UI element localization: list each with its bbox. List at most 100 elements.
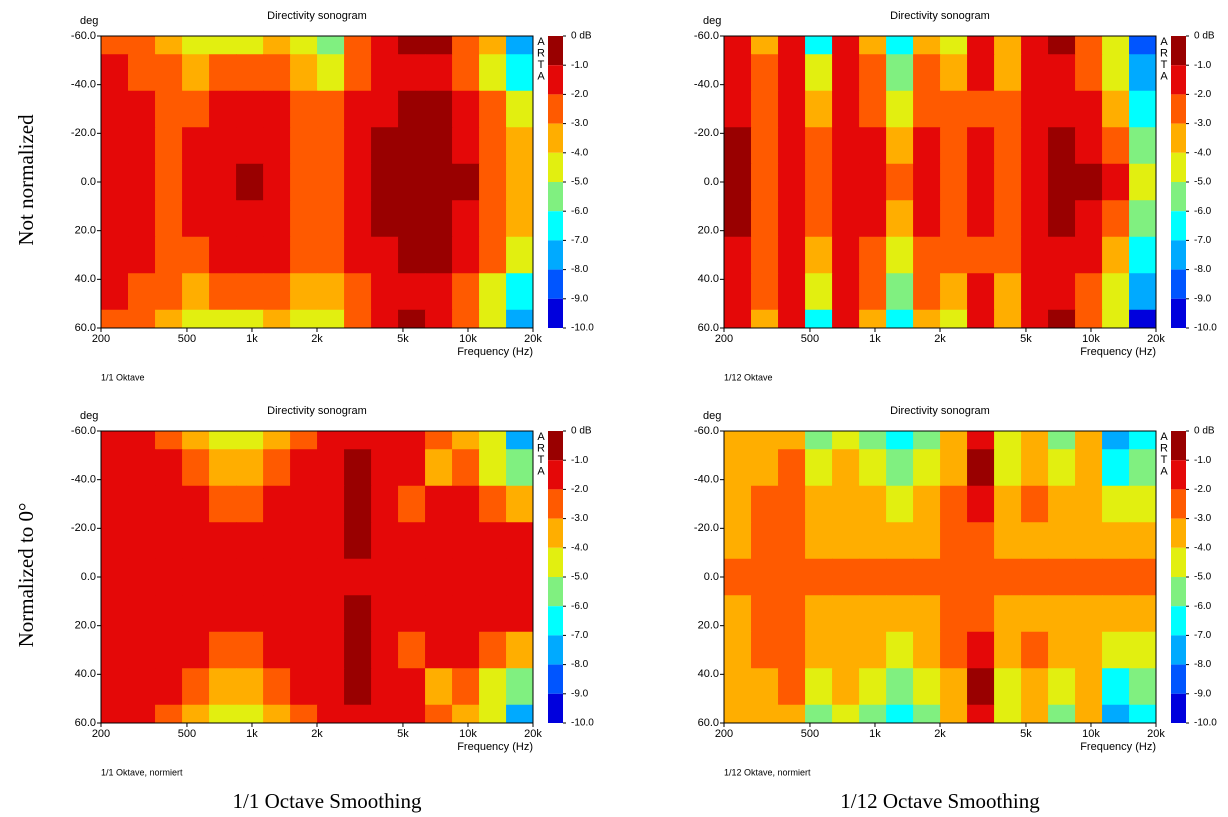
colorbar-label: -4.0 <box>571 147 589 158</box>
heatmap-cell <box>886 668 914 706</box>
heatmap-cell <box>236 54 264 92</box>
heatmap-cell <box>128 200 156 238</box>
brand-letter: A <box>1160 431 1168 443</box>
heatmap-cell <box>859 485 887 523</box>
x-tick-label: 1k <box>246 333 258 345</box>
colorbar-swatch <box>548 240 563 270</box>
heatmap-cell <box>994 449 1022 487</box>
colorbar-swatch <box>548 65 563 95</box>
colorbar-swatch <box>548 298 563 328</box>
heatmap-cell <box>155 522 183 560</box>
heatmap-cell <box>452 36 480 55</box>
heatmap-cell <box>1102 36 1130 55</box>
heatmap-cell <box>290 236 318 274</box>
heatmap-cell <box>913 127 941 165</box>
heatmap-cell <box>506 90 534 128</box>
heatmap-cell <box>805 273 833 311</box>
heatmap-cell <box>371 54 399 92</box>
colorbar-swatch <box>1171 518 1186 548</box>
heatmap-cell <box>724 90 752 128</box>
heatmap-cell <box>724 631 752 669</box>
heatmap-cell <box>805 309 833 329</box>
note: 1/12 Oktave, normiert <box>724 767 811 777</box>
heatmap-cell <box>236 522 264 560</box>
heatmap-cell <box>452 558 480 596</box>
heatmap-cell <box>778 485 806 523</box>
brand-letter: A <box>1160 465 1168 477</box>
heatmap-cell <box>506 36 534 55</box>
heatmap-cell <box>506 558 534 596</box>
heatmap-cell <box>1048 704 1076 724</box>
heatmap-cell <box>940 668 968 706</box>
heatmap-cell <box>994 485 1022 523</box>
heatmap-cell <box>506 54 534 92</box>
heatmap-cell <box>182 449 210 487</box>
colorbar-label: -6.0 <box>1194 601 1212 612</box>
column-label: 1/12 Octave Smoothing <box>840 789 1040 813</box>
heatmap-cell <box>778 449 806 487</box>
heatmap-cell <box>1021 668 1049 706</box>
heatmap-cell <box>371 163 399 201</box>
heatmap-cell <box>317 631 345 669</box>
heatmap-cell <box>425 558 453 596</box>
y-tick-label: 20.0 <box>698 620 719 632</box>
y-tick-label: -60.0 <box>694 30 719 42</box>
heatmap-cell <box>805 236 833 274</box>
heatmap-cell <box>805 431 833 450</box>
heatmap-cell <box>128 273 156 311</box>
chart-title: Directivity sonogram <box>267 10 367 22</box>
heatmap-cell <box>290 36 318 55</box>
heatmap-cell <box>425 127 453 165</box>
heatmap-cell <box>263 163 291 201</box>
heatmap-cell <box>398 668 426 706</box>
heatmap-cell <box>128 127 156 165</box>
heatmap-cell <box>832 558 860 596</box>
y-tick-label: 20.0 <box>75 620 96 632</box>
heatmap-cell <box>994 668 1022 706</box>
heatmap-cell <box>994 431 1022 450</box>
heatmap-cell <box>290 90 318 128</box>
colorbar-label: 0 dB <box>571 426 592 437</box>
heatmap-cell <box>913 236 941 274</box>
heatmap-cell <box>1021 273 1049 311</box>
colorbar-swatch <box>548 693 563 723</box>
heatmap-cell <box>128 668 156 706</box>
heatmap-cell <box>263 54 291 92</box>
heatmap-cell <box>344 431 372 450</box>
heatmap-cell <box>1021 595 1049 633</box>
heatmap-cell <box>1021 54 1049 92</box>
colorbar-swatch <box>1171 489 1186 519</box>
heatmap-cell <box>751 236 779 274</box>
x-tick-label: 200 <box>92 333 110 345</box>
heatmap-cell <box>398 236 426 274</box>
heatmap-cell <box>182 595 210 633</box>
heatmap-cell <box>859 127 887 165</box>
heatmap-cell <box>263 522 291 560</box>
heatmap-cell <box>751 127 779 165</box>
colorbar-swatch <box>1171 431 1186 461</box>
heatmap-cell <box>940 309 968 329</box>
heatmap-cell <box>425 273 453 311</box>
heatmap-cell <box>101 704 129 724</box>
heatmap-cell <box>886 36 914 55</box>
heatmap-cell <box>344 668 372 706</box>
note: 1/1 Oktave, normiert <box>101 767 183 777</box>
x-axis-label: Frequency (Hz) <box>457 741 533 753</box>
heatmap-cell <box>425 90 453 128</box>
heatmap-cell <box>913 163 941 201</box>
heatmap-cell <box>101 595 129 633</box>
heatmap-cell <box>209 522 237 560</box>
heatmap-cell <box>317 485 345 523</box>
heatmap-cell <box>805 200 833 238</box>
colorbar-label: -8.0 <box>571 659 589 670</box>
heatmap-cell <box>1075 485 1103 523</box>
heatmap-cell <box>398 200 426 238</box>
heatmap-cell <box>128 449 156 487</box>
y-tick-label: 60.0 <box>75 322 96 334</box>
heatmap-cell <box>236 704 264 724</box>
heatmap-cell <box>967 449 995 487</box>
heatmap-cell <box>182 54 210 92</box>
heatmap-cell <box>1075 200 1103 238</box>
heatmap-cell <box>425 236 453 274</box>
heatmap-cell <box>479 668 507 706</box>
